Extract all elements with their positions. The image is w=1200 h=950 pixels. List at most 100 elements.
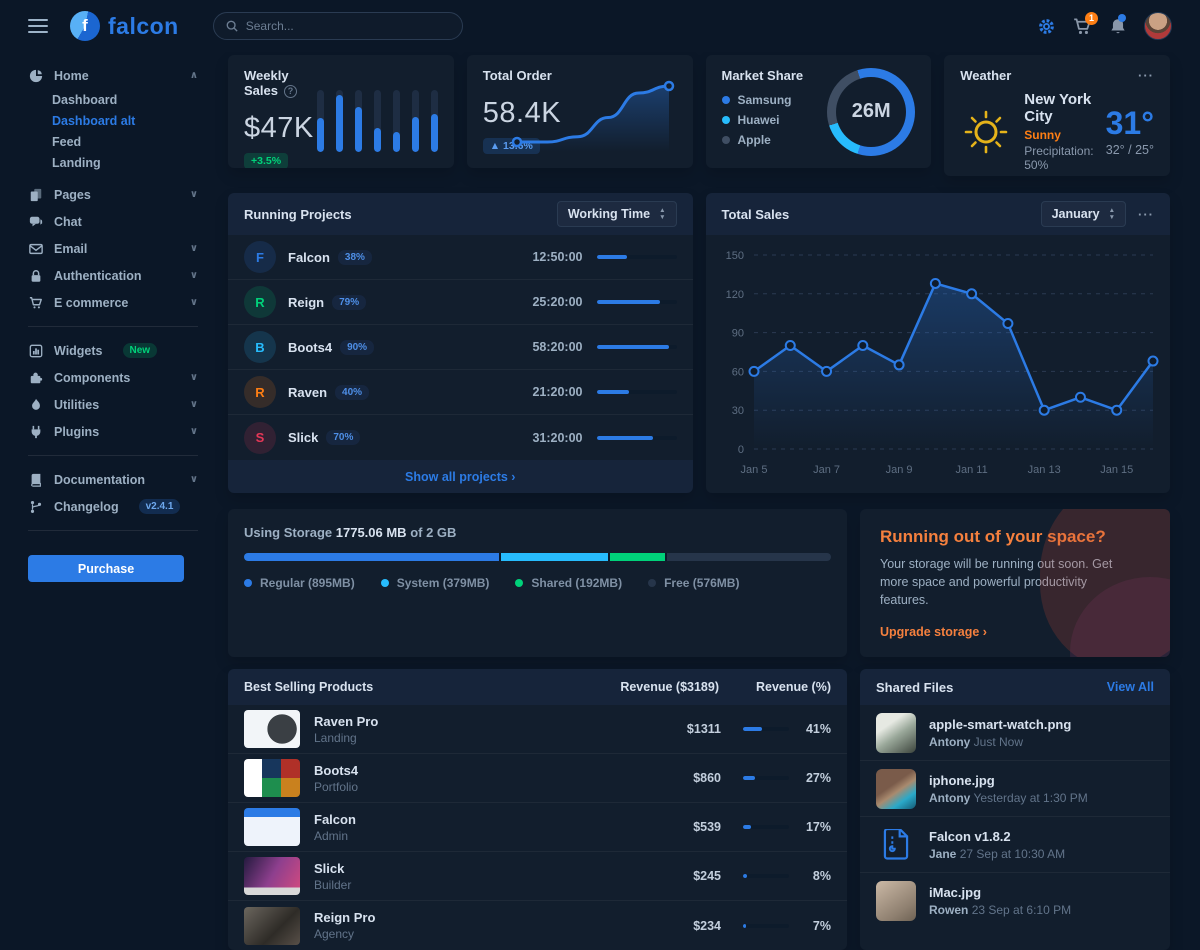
- storage-progress-bar: [244, 553, 831, 561]
- search-input[interactable]: [246, 19, 450, 33]
- svg-text:Jan 15: Jan 15: [1100, 464, 1133, 476]
- flame-icon: [28, 398, 44, 412]
- sidebar-item-label: Widgets: [54, 344, 103, 358]
- help-icon[interactable]: ?: [284, 85, 297, 98]
- select-arrows-icon: ▲▼: [1109, 207, 1115, 221]
- topbar: f falcon 1: [0, 0, 1200, 52]
- hamburger-menu-icon[interactable]: [28, 15, 48, 37]
- sidebar-item-email[interactable]: Email ∨: [28, 235, 198, 262]
- select-arrows-icon: ▲▼: [659, 207, 665, 221]
- legend-item: Shared (192MB): [515, 576, 622, 590]
- legend-item: Samsung: [722, 93, 804, 107]
- chat-icon: [28, 215, 44, 229]
- weekly-sales-card: Weekly Sales? $47K +3.5%: [228, 55, 454, 168]
- shared-files-list: apple-smart-watch.png Antony Just Now ip…: [860, 705, 1170, 929]
- sidebar-item-home[interactable]: Home ∧: [28, 62, 198, 89]
- shared-files-card: Shared Files View All apple-smart-watch.…: [860, 669, 1170, 950]
- sidebar-item-chat[interactable]: Chat: [28, 208, 198, 235]
- project-row[interactable]: R Reign 79% 25:20:00: [228, 280, 693, 325]
- user-avatar[interactable]: [1144, 12, 1172, 40]
- notifications-bell-icon[interactable]: [1109, 17, 1127, 36]
- file-row[interactable]: iphone.jpg Antony Yesterday at 1:30 PM: [860, 761, 1170, 817]
- sidebar-item-widgets[interactable]: Widgets New: [28, 337, 198, 364]
- sidebar-item-dashboard-alt[interactable]: Dashboard alt: [28, 110, 198, 131]
- col-revenue-pct: Revenue (%): [719, 680, 831, 694]
- sidebar-item-changelog[interactable]: Changelog v2.4.1: [28, 493, 198, 520]
- view-all-link[interactable]: View All: [1107, 680, 1154, 694]
- legend-dot: [515, 579, 523, 587]
- file-thumbnail: [876, 881, 916, 921]
- project-time: 58:20:00: [532, 340, 582, 354]
- upgrade-space-card: Running out of your space? Your storage …: [860, 509, 1170, 657]
- sidebar-item-components[interactable]: Components ∨: [28, 364, 198, 391]
- widgets-icon: [28, 344, 44, 358]
- product-thumbnail: [244, 759, 300, 797]
- file-row[interactable]: apple-smart-watch.png Antony Just Now: [860, 705, 1170, 761]
- plug-icon: [28, 425, 44, 439]
- chevron-down-icon: ∨: [190, 399, 198, 410]
- product-percent: 41%: [789, 722, 831, 736]
- market-share-title: Market Share: [722, 68, 804, 83]
- file-icon: [876, 825, 916, 865]
- settings-gear-icon[interactable]: [1037, 17, 1056, 36]
- sidebar-item-authentication[interactable]: Authentication ∨: [28, 262, 198, 289]
- project-avatar: R: [244, 286, 276, 318]
- svg-text:90: 90: [731, 328, 743, 340]
- sidebar-item-feed[interactable]: Feed: [28, 131, 198, 152]
- market-share-legend: Samsung Huawei Apple: [722, 93, 804, 147]
- project-avatar: S: [244, 422, 276, 454]
- file-name: iMac.jpg: [929, 885, 1071, 900]
- search-bar[interactable]: [213, 12, 463, 40]
- legend-item: Apple: [722, 133, 804, 147]
- sidebar-item-pages[interactable]: Pages ∨: [28, 181, 198, 208]
- product-category: Landing: [314, 731, 378, 745]
- sidebar-item-landing[interactable]: Landing: [28, 152, 198, 173]
- product-category: Builder: [314, 878, 351, 892]
- project-row[interactable]: R Raven 40% 21:20:00: [228, 370, 693, 415]
- working-time-select[interactable]: Working Time ▲▼: [557, 201, 677, 227]
- file-time: Just Now: [974, 735, 1023, 749]
- project-progress-bar: [597, 255, 677, 259]
- project-row[interactable]: B Boots4 90% 58:20:00: [228, 325, 693, 370]
- project-time: 12:50:00: [532, 250, 582, 264]
- file-row[interactable]: iMac.jpg Rowen 23 Sep at 6:10 PM: [860, 873, 1170, 929]
- sidebar-item-utilities[interactable]: Utilities ∨: [28, 391, 198, 418]
- file-row[interactable]: Falcon v1.8.2 Jane 27 Sep at 10:30 AM: [860, 817, 1170, 873]
- brand[interactable]: f falcon: [70, 11, 179, 41]
- sidebar-item-documentation[interactable]: Documentation ∨: [28, 466, 198, 493]
- file-thumbnail: [876, 769, 916, 809]
- project-name: Reign: [288, 295, 324, 310]
- svg-text:120: 120: [725, 289, 743, 301]
- project-row[interactable]: S Slick 70% 31:20:00: [228, 415, 693, 460]
- weather-title: Weather: [960, 68, 1011, 83]
- project-time: 31:20:00: [532, 431, 582, 445]
- more-options-icon[interactable]: ···: [1138, 68, 1154, 83]
- project-row[interactable]: F Falcon 38% 12:50:00: [228, 235, 693, 280]
- upgrade-storage-link[interactable]: Upgrade storage ›: [880, 625, 987, 639]
- more-options-icon[interactable]: ···: [1138, 207, 1154, 222]
- purchase-button[interactable]: Purchase: [28, 555, 184, 582]
- sidebar-item-label: Utilities: [54, 398, 99, 412]
- sidebar-divider: [28, 530, 198, 531]
- cart-icon[interactable]: 1: [1073, 17, 1092, 36]
- shared-files-title: Shared Files: [876, 680, 953, 695]
- product-revenue: $539: [651, 820, 721, 834]
- legend-item: Free (576MB): [648, 576, 739, 590]
- show-all-projects-link[interactable]: Show all projects ›: [405, 470, 515, 484]
- sidebar-item-ecommerce[interactable]: E commerce ∨: [28, 289, 198, 316]
- sidebar-item-dashboard[interactable]: Dashboard: [28, 89, 198, 110]
- svg-text:Jan 5: Jan 5: [740, 464, 767, 476]
- sidebar-item-label: Authentication: [54, 269, 142, 283]
- sidebar-item-label: Plugins: [54, 425, 99, 439]
- project-percent-badge: 40%: [335, 385, 369, 400]
- sidebar-item-plugins[interactable]: Plugins ∨: [28, 418, 198, 445]
- month-select[interactable]: January ▲▼: [1041, 201, 1126, 227]
- project-avatar: R: [244, 376, 276, 408]
- legend-dot: [722, 116, 730, 124]
